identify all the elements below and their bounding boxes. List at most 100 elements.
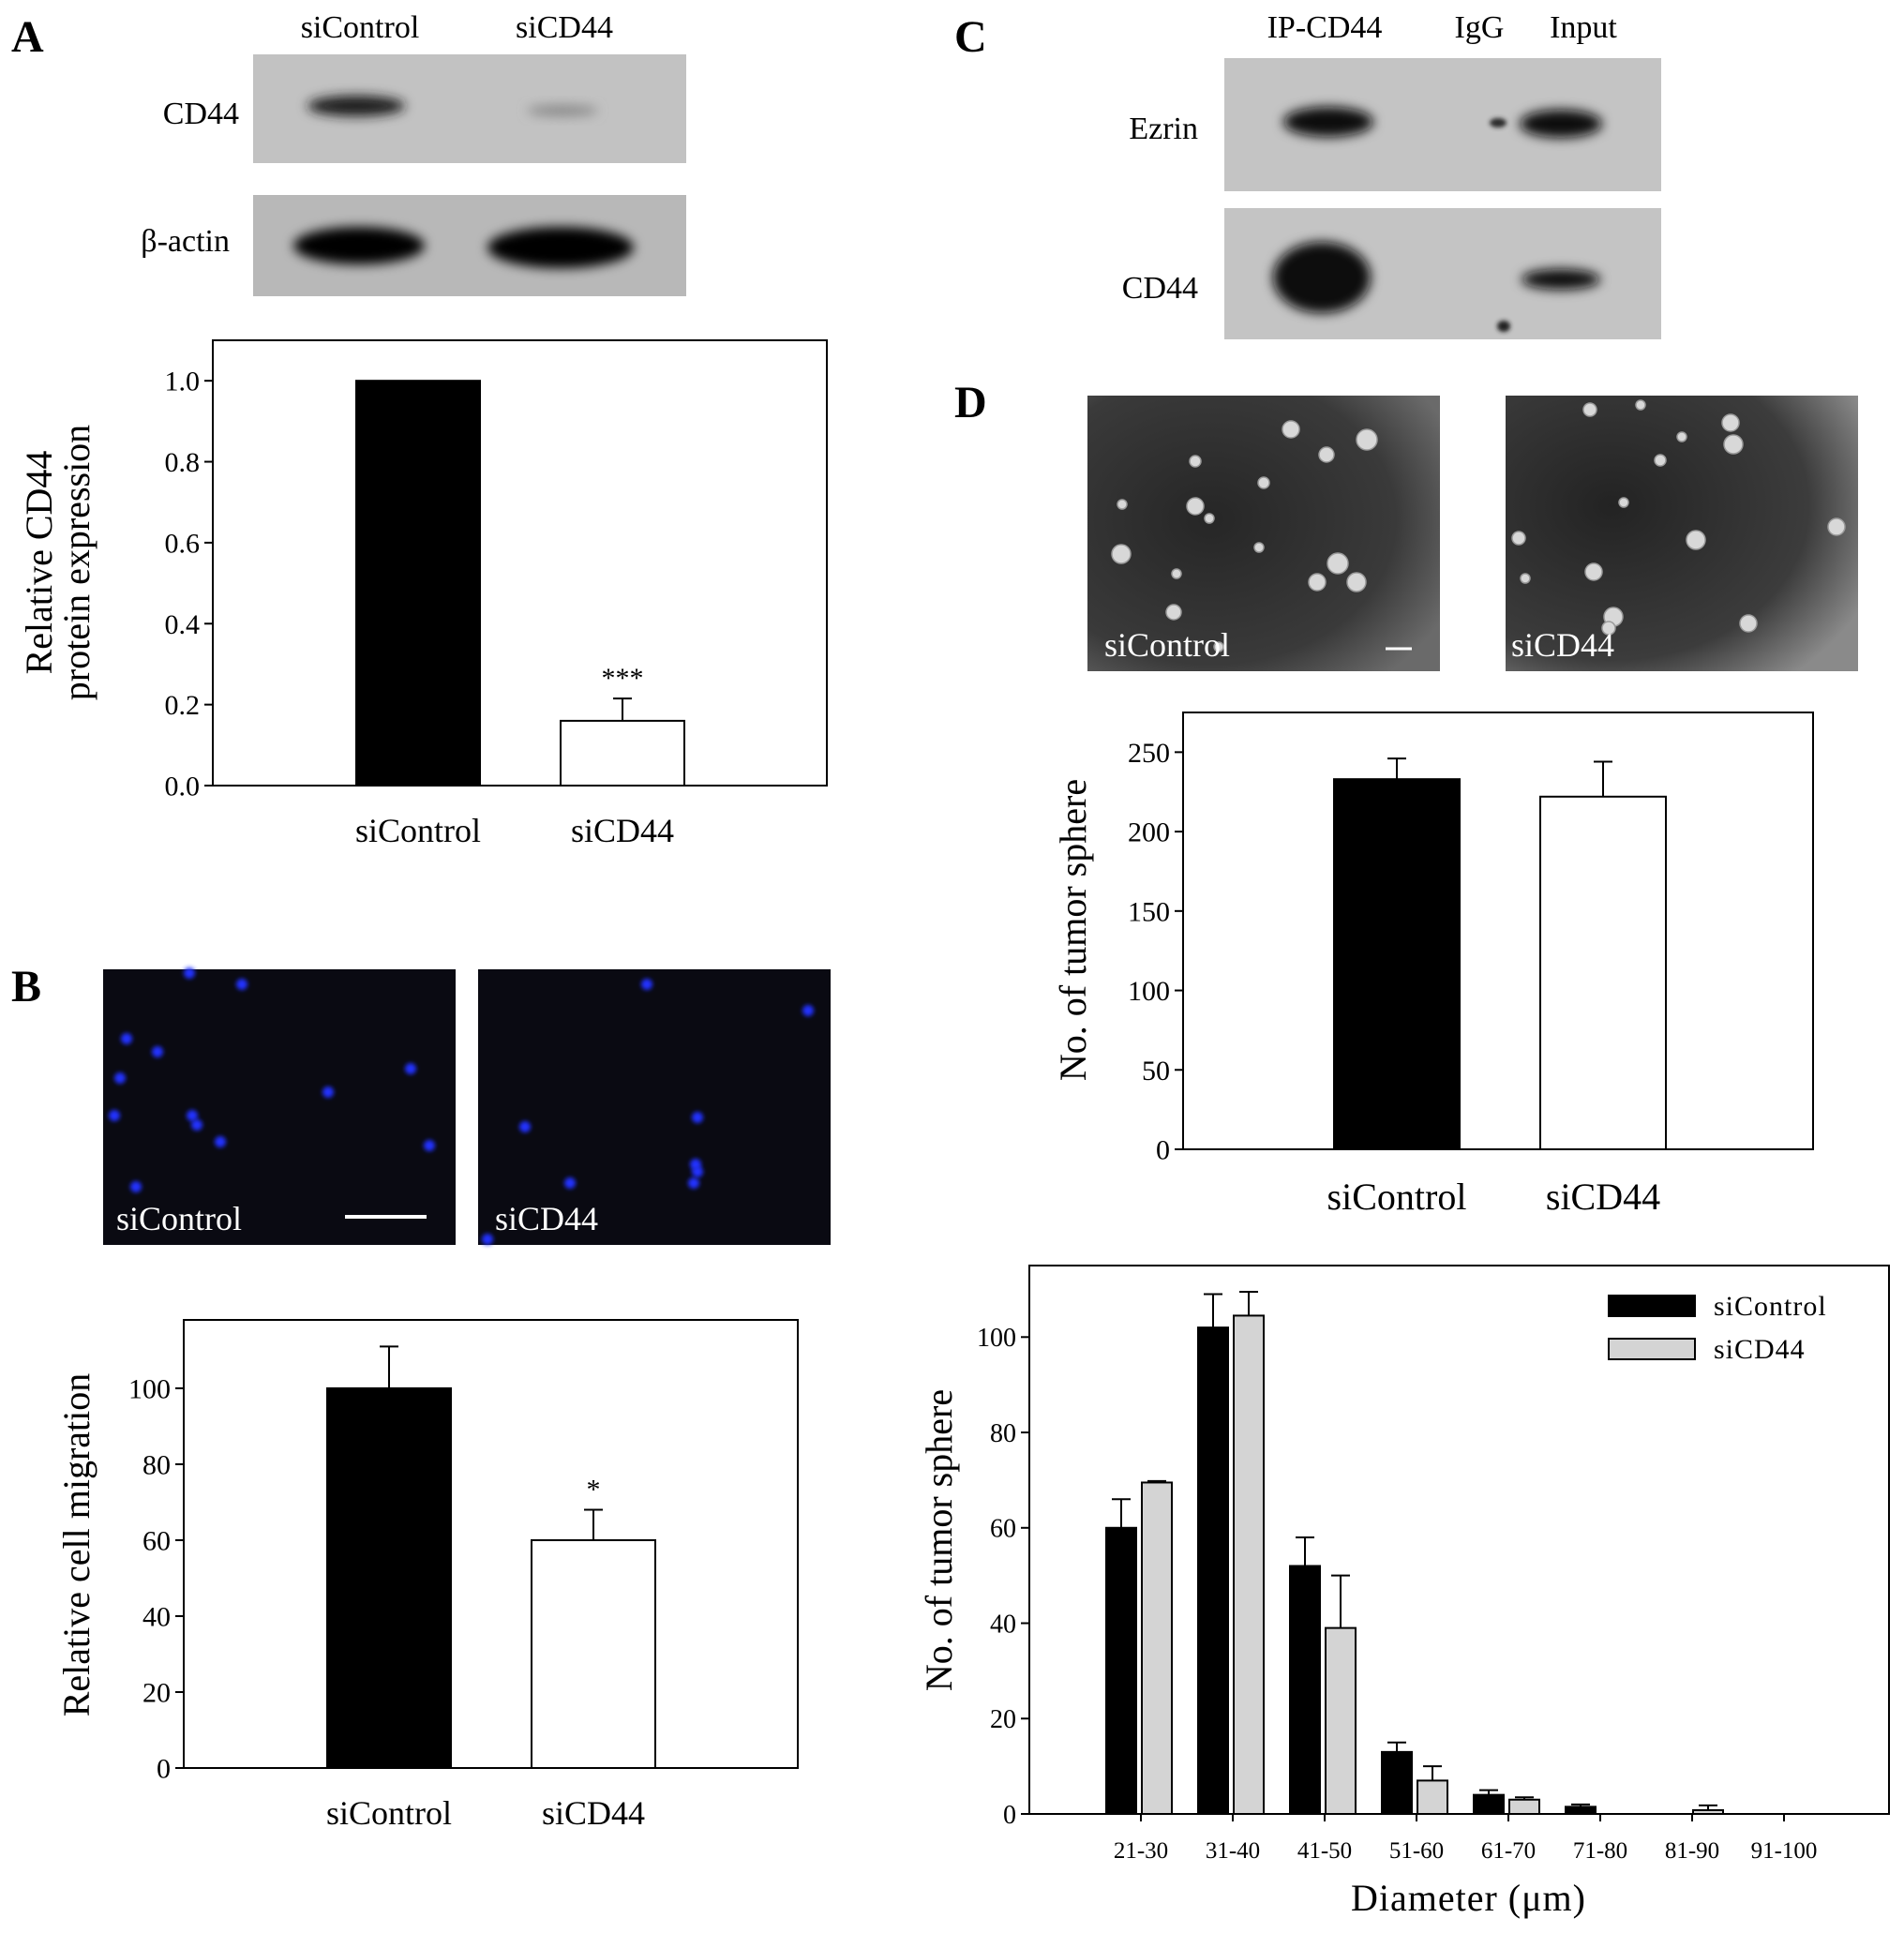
plot-frame-b bbox=[183, 1319, 799, 1769]
x-tick-label: 61-70 bbox=[1481, 1838, 1536, 1864]
y-tick-label-d2: 80 bbox=[990, 1419, 1016, 1448]
bar-sicd44 bbox=[560, 719, 685, 787]
y-tick-label-d2: 20 bbox=[990, 1705, 1016, 1734]
x-tick-label-sicontrol: siControl bbox=[326, 1794, 452, 1832]
blot-c-band-cd44-input bbox=[1522, 269, 1600, 290]
tumor-sphere bbox=[1282, 420, 1300, 439]
x-tick-label-sicd44: siCD44 bbox=[571, 812, 674, 849]
x-tick-label: 51-60 bbox=[1389, 1838, 1444, 1864]
tumor-sphere bbox=[1721, 413, 1740, 432]
panel-letter-a: A bbox=[11, 12, 44, 62]
blot-c-band-ezrin-ip bbox=[1283, 107, 1373, 137]
y-tick-label-a: 0.6 bbox=[165, 528, 201, 559]
chart-b-cell-migration: 0 20 40 60 80 100 Relative cell migration siCon… bbox=[55, 1319, 799, 1832]
nucleus-dot bbox=[424, 1140, 435, 1151]
nucleus-dot bbox=[184, 967, 195, 979]
tumor-sphere bbox=[1618, 497, 1629, 508]
tumor-sphere bbox=[1111, 544, 1132, 564]
plot-frame-d2 bbox=[1028, 1265, 1890, 1815]
tumor-sphere bbox=[1327, 552, 1349, 575]
nucleus-dot bbox=[322, 1086, 334, 1098]
bar-sicd44-61-70 bbox=[1508, 1798, 1540, 1816]
y-tick-label-b: 80 bbox=[142, 1449, 171, 1480]
y-tick-label-d1: 50 bbox=[1142, 1056, 1170, 1086]
x-tick-label-sicd44: siCD44 bbox=[542, 1794, 645, 1832]
blot-c-lane-label-igg: IgG bbox=[1455, 10, 1505, 45]
x-tick-label-sicontrol: siControl bbox=[1327, 1176, 1467, 1218]
bar-sicd44-81-90 bbox=[1692, 1808, 1724, 1815]
blot-c-band-ezrin-igg bbox=[1490, 118, 1507, 127]
y-tick-label-b: 0 bbox=[157, 1754, 171, 1785]
blot-a-lane-label-sicd44: siCD44 bbox=[516, 10, 613, 45]
tumor-sphere bbox=[1676, 431, 1687, 442]
x-tick-label: 41-50 bbox=[1297, 1838, 1352, 1864]
tumor-sphere bbox=[1356, 428, 1378, 451]
bar-sicontrol-71-80 bbox=[1565, 1806, 1597, 1815]
spheres-sicd44 bbox=[1511, 399, 1846, 636]
legend-label-sicontrol: siControl bbox=[1714, 1291, 1827, 1322]
blot-a-band-actin-sicd44 bbox=[487, 227, 634, 268]
spheres-sicontrol bbox=[1111, 420, 1378, 652]
blot-c-lane-label-input: Input bbox=[1550, 10, 1617, 45]
y-axis-label-d2: No. of tumor sphere bbox=[918, 1389, 960, 1691]
panel-a-western-blot: siControl siCD44 CD44 β-actin bbox=[141, 10, 686, 296]
tumor-sphere bbox=[1686, 530, 1706, 550]
tumor-sphere bbox=[1346, 572, 1367, 592]
sphere-image-caption-sicd44: siCD44 bbox=[1511, 626, 1614, 664]
legend-swatch-sicd44 bbox=[1608, 1338, 1696, 1360]
y-tick-label-a: 0.8 bbox=[165, 447, 201, 478]
bar-sicontrol-31-40 bbox=[1197, 1326, 1229, 1816]
nuclei-sicontrol bbox=[109, 967, 435, 1192]
panel-d-sphere-images: siControl siCD44 bbox=[1087, 396, 1858, 671]
blot-a-band-cd44-sicd44 bbox=[527, 105, 598, 116]
nucleus-dot bbox=[405, 1063, 416, 1074]
legend-label-sicd44: siCD44 bbox=[1714, 1334, 1806, 1365]
bar-sicontrol bbox=[355, 380, 481, 787]
bar-sicontrol bbox=[326, 1386, 452, 1770]
panel-letter-c: C bbox=[954, 12, 987, 62]
bar-sicd44 bbox=[1539, 795, 1667, 1150]
y-tick-label-d2: 0 bbox=[1003, 1801, 1016, 1830]
tumor-sphere bbox=[1165, 604, 1182, 621]
tumor-sphere bbox=[1723, 434, 1744, 455]
y-tick-label-d1: 250 bbox=[1128, 738, 1170, 769]
nucleus-dot bbox=[215, 1136, 226, 1147]
bar-sicontrol-41-50 bbox=[1289, 1565, 1321, 1815]
blot-c-band-cd44-ip bbox=[1273, 242, 1371, 313]
x-tick-label: 71-80 bbox=[1573, 1838, 1627, 1864]
y-tick-label-a: 1.0 bbox=[165, 367, 201, 397]
tumor-sphere bbox=[1189, 455, 1202, 468]
nucleus-dot bbox=[191, 1119, 202, 1131]
y-tick-label-b: 60 bbox=[142, 1525, 171, 1556]
y-tick-label-a: 0.0 bbox=[165, 772, 201, 802]
blot-a-band-cd44-sicontrol bbox=[307, 96, 405, 116]
tumor-sphere bbox=[1654, 454, 1667, 467]
tumor-sphere bbox=[1601, 621, 1616, 636]
tumor-sphere bbox=[1520, 573, 1531, 584]
plot-frame-d1 bbox=[1182, 712, 1814, 1150]
chart-d-tumor-sphere-count: 0 50 100 150 200 250 No. of tumor sphere siCont… bbox=[1052, 712, 1814, 1218]
tumor-sphere bbox=[1186, 497, 1205, 516]
tumor-sphere bbox=[1308, 573, 1327, 592]
chart-d-sphere-diameter-distribution: 0 20 40 60 80 100 No. of tumor sphere 21-30 31-4… bbox=[918, 1265, 1890, 1919]
y-tick-label-d1: 0 bbox=[1156, 1135, 1170, 1166]
tumor-sphere bbox=[1171, 568, 1182, 579]
blot-a-row-label-actin: β-actin bbox=[141, 224, 230, 259]
significance-label: * bbox=[587, 1475, 601, 1506]
bar-sicd44 bbox=[531, 1538, 656, 1769]
migration-image-caption-sicontrol: siControl bbox=[116, 1200, 242, 1237]
y-tick-label-d2: 60 bbox=[990, 1515, 1016, 1544]
x-tick-label: 21-30 bbox=[1114, 1838, 1168, 1864]
x-tick-label: 81-90 bbox=[1665, 1838, 1719, 1864]
x-tick-label: 91-100 bbox=[1751, 1838, 1818, 1864]
migration-image-sicontrol bbox=[103, 969, 456, 1245]
y-axis-label-b: Relative cell migration bbox=[55, 1373, 97, 1717]
x-tick-label-sicd44: siCD44 bbox=[1546, 1176, 1660, 1218]
bar-sicontrol-51-60 bbox=[1381, 1750, 1413, 1815]
sphere-image-sicontrol bbox=[1087, 396, 1440, 671]
nucleus-dot bbox=[802, 1005, 814, 1016]
bar-sicontrol-21-30 bbox=[1105, 1526, 1137, 1815]
y-tick-label-d1: 100 bbox=[1128, 976, 1170, 1007]
tumor-sphere bbox=[1582, 402, 1597, 417]
